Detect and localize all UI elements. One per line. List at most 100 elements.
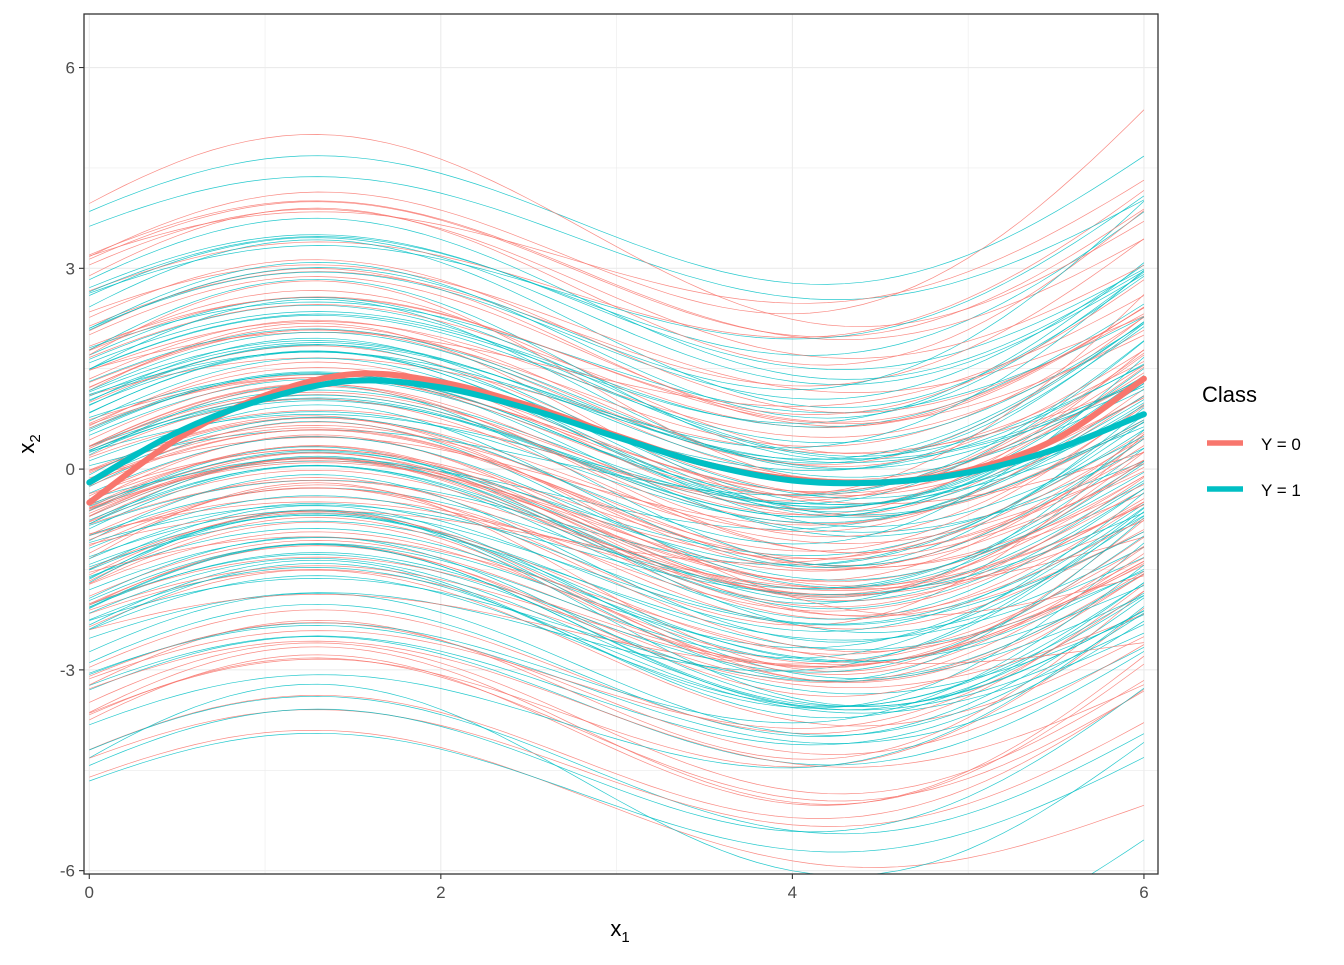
sample-curve-y0 (89, 417, 1145, 568)
sample-curve-y0 (89, 654, 1145, 806)
axis-ticks: 0 2 4 6 6 3 0 -3 -6 (60, 59, 1149, 902)
sample-curve-y0 (89, 437, 1145, 559)
sample-curve-y1 (89, 383, 1145, 510)
sample-curve-y1 (89, 495, 1145, 625)
sample-curve-y1 (89, 351, 1145, 518)
sample-curve-y1 (89, 262, 1145, 419)
sample-curve-y1 (89, 683, 1145, 874)
sample-curve-y1 (89, 732, 1145, 853)
sample-curve-y1 (89, 264, 1145, 400)
sample-curve-y0 (89, 640, 1145, 768)
sample-curve-y1 (89, 575, 1145, 708)
sample-curve-y1 (89, 564, 1145, 724)
sample-curve-y1 (89, 465, 1145, 598)
sample-curve-y0 (89, 569, 1145, 689)
y-tick-label: 0 (66, 460, 75, 479)
sample-curve-y0 (89, 521, 1145, 683)
sample-curve-y0 (89, 134, 1145, 328)
sample-curve-y1 (89, 510, 1145, 707)
sample-curve-y0 (89, 429, 1145, 566)
sample-curve-y1 (89, 620, 1145, 746)
sample-curve-y0 (89, 319, 1145, 468)
sample-curve-y1 (89, 474, 1145, 643)
sample-curve-y1 (89, 314, 1145, 444)
sample-curve-y0 (89, 496, 1145, 596)
legend-title: Class (1202, 382, 1257, 407)
sample-curve-y1 (89, 155, 1145, 285)
x-tick-label: 2 (436, 883, 445, 902)
y-tick-label: -3 (60, 661, 75, 680)
sample-curve-y1 (89, 508, 1145, 672)
sample-curve-y0 (89, 200, 1145, 341)
sample-curve-y1 (89, 544, 1145, 707)
sample-curve-y1 (89, 535, 1145, 673)
sample-curve-y1 (89, 578, 1145, 682)
sample-curve-y0 (89, 259, 1145, 414)
sample-curve-y0 (89, 383, 1145, 554)
sample-curve-y0 (89, 352, 1145, 492)
sample-curve-y0 (89, 432, 1145, 564)
sample-curve-y0 (89, 208, 1145, 359)
sample-curve-y0 (89, 545, 1145, 683)
sample-curve-y1 (89, 357, 1145, 508)
sample-curve-y0 (89, 556, 1145, 667)
x-tick-label: 4 (788, 883, 797, 902)
sample-curve-y1 (89, 436, 1145, 581)
mean-curve-y1 (86, 377, 1147, 487)
sample-curve-y1 (89, 405, 1145, 524)
sample-curve-y1 (89, 509, 1145, 626)
sample-curve-y0 (89, 477, 1145, 630)
sample-curve-y1 (89, 321, 1145, 460)
sample-curve-y1 (89, 356, 1145, 545)
mean-curves (86, 370, 1147, 506)
sample-curve-y1 (89, 321, 1145, 464)
panel-border (83, 13, 1159, 875)
sample-curve-y1 (89, 492, 1145, 659)
y-tick-label: -6 (60, 862, 75, 881)
sample-curve-y1 (89, 597, 1145, 737)
x-tick-label: 6 (1139, 883, 1148, 902)
sample-curve-y1 (89, 304, 1145, 460)
sample-curve-y0 (89, 729, 1145, 868)
sample-curve-y0 (89, 179, 1145, 304)
sample-curve-y0 (89, 434, 1145, 598)
y-tick-label: 6 (66, 59, 75, 78)
sample-curve-y1 (89, 278, 1145, 461)
sample-curve-y0 (89, 531, 1145, 665)
legend: Class Y = 0 Y = 1 (1202, 382, 1301, 500)
sample-curve-y0 (89, 449, 1145, 560)
sample-curve-y0 (89, 458, 1145, 620)
sample-curve-y1 (89, 372, 1145, 537)
sample-curve-y0 (89, 294, 1145, 495)
legend-label-y0: Y = 0 (1261, 435, 1301, 454)
sample-curve-y0 (89, 427, 1145, 569)
sample-curve-y1 (89, 429, 1145, 604)
sample-curve-y0 (89, 622, 1145, 755)
sample-curve-y0 (89, 201, 1145, 338)
sample-curve-y1 (89, 297, 1145, 457)
sample-curve-y0 (89, 569, 1145, 727)
sample-curve-y0 (89, 512, 1145, 655)
sample-curve-y1 (89, 217, 1145, 380)
sample-curve-y1 (89, 559, 1145, 719)
x-tick-label: 0 (85, 883, 94, 902)
sample-curve-y0 (89, 487, 1145, 612)
sample-curve-y1 (89, 340, 1145, 478)
sample-curve-y1 (89, 195, 1145, 340)
sample-curve-y1 (89, 504, 1145, 595)
sample-curve-y1 (89, 511, 1145, 662)
sample-curve-y0 (89, 386, 1145, 538)
sample-curve-y1 (89, 695, 1145, 835)
sample-curve-y0 (89, 415, 1144, 616)
y-axis-title: x2 (14, 434, 44, 453)
sample-curve-y1 (89, 176, 1145, 300)
sample-curve-y1 (89, 557, 1145, 711)
sample-curve-y1 (89, 301, 1145, 414)
sample-curve-y1 (89, 404, 1145, 568)
sample-curve-y1 (89, 239, 1145, 409)
sample-curve-y0 (89, 608, 1145, 768)
sample-curve-y1 (89, 505, 1145, 679)
